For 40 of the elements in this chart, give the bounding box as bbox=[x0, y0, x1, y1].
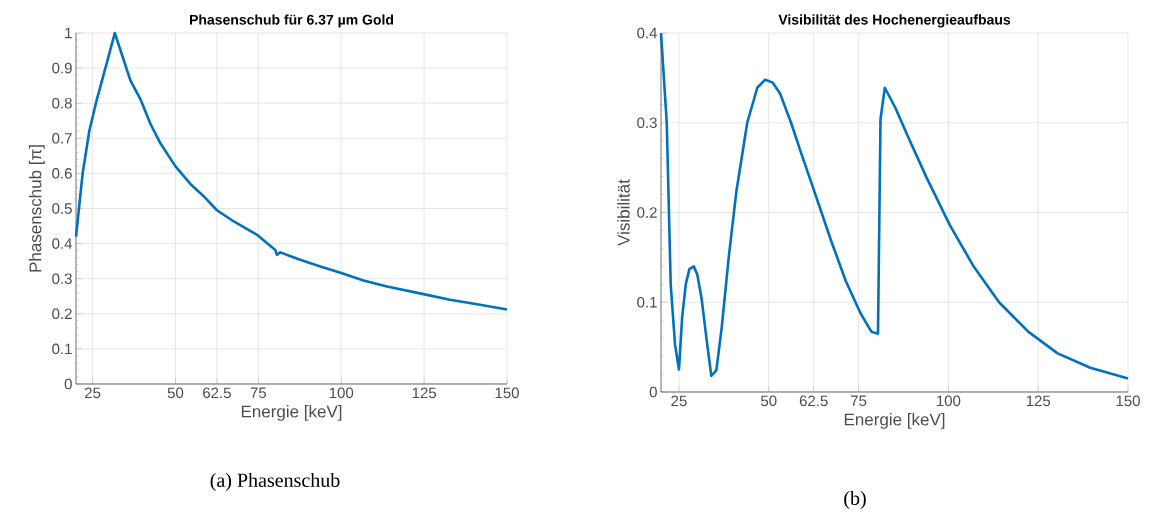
x-axis-title: Energie [keV] bbox=[844, 413, 945, 429]
x-tick-label: 25 bbox=[671, 395, 687, 407]
x-tick-label: 150 bbox=[495, 387, 519, 399]
x-tick-label: 150 bbox=[1116, 395, 1140, 407]
x-tick-label: 62.5 bbox=[799, 395, 828, 407]
y-tick-label: 0.1 bbox=[637, 296, 657, 308]
x-tick-label: 75 bbox=[851, 395, 867, 406]
text: (a) Phasenschub bbox=[210, 472, 340, 492]
y-tick-label: 1 bbox=[65, 27, 72, 39]
x-tick-label: 50 bbox=[761, 395, 777, 407]
chart-title: Visibilität des Hochenergieaufbaus bbox=[778, 14, 1011, 28]
text: (b) bbox=[844, 490, 866, 510]
x-tick-label: 62.5 bbox=[203, 387, 231, 399]
y-tick-label: 0.4 bbox=[52, 238, 73, 249]
y-tick-label: 0.5 bbox=[52, 203, 72, 214]
y-tick-label: 0.7 bbox=[52, 132, 72, 144]
line-series bbox=[659, 31, 1130, 380]
y-tick-label: 0 bbox=[649, 386, 657, 398]
y-tick-label: 0.1 bbox=[52, 343, 72, 355]
y-tick-label: 0.6 bbox=[52, 168, 72, 179]
y-tick-label: 0.8 bbox=[52, 97, 72, 109]
y-tick-label: 0.9 bbox=[52, 62, 72, 74]
x-tick-label: 125 bbox=[412, 387, 437, 399]
y-axis-title: Visibilität bbox=[617, 179, 630, 246]
x-tick-label: 75 bbox=[250, 387, 267, 398]
x-tick-label: 100 bbox=[329, 387, 354, 399]
line-series bbox=[74, 31, 509, 311]
x-tick-label: 125 bbox=[1026, 395, 1051, 407]
chart-title: Phasenschub für 6.37 µm Gold bbox=[190, 14, 394, 28]
y-tick-label: 0.2 bbox=[637, 207, 657, 218]
y-tick-label: 0.2 bbox=[52, 308, 72, 320]
y-axis-title: Phasenschub [π] bbox=[28, 145, 45, 272]
x-tick-label: 25 bbox=[84, 387, 101, 399]
x-tick-label: 100 bbox=[937, 395, 961, 407]
y-tick-label: 0 bbox=[64, 378, 72, 390]
y-tick-label: 0.3 bbox=[52, 273, 72, 284]
x-axis-title: Energie [keV] bbox=[241, 405, 342, 421]
y-tick-label: 0.3 bbox=[637, 117, 657, 129]
x-tick-label: 50 bbox=[167, 387, 184, 399]
y-tick-label: 0.4 bbox=[637, 27, 658, 39]
